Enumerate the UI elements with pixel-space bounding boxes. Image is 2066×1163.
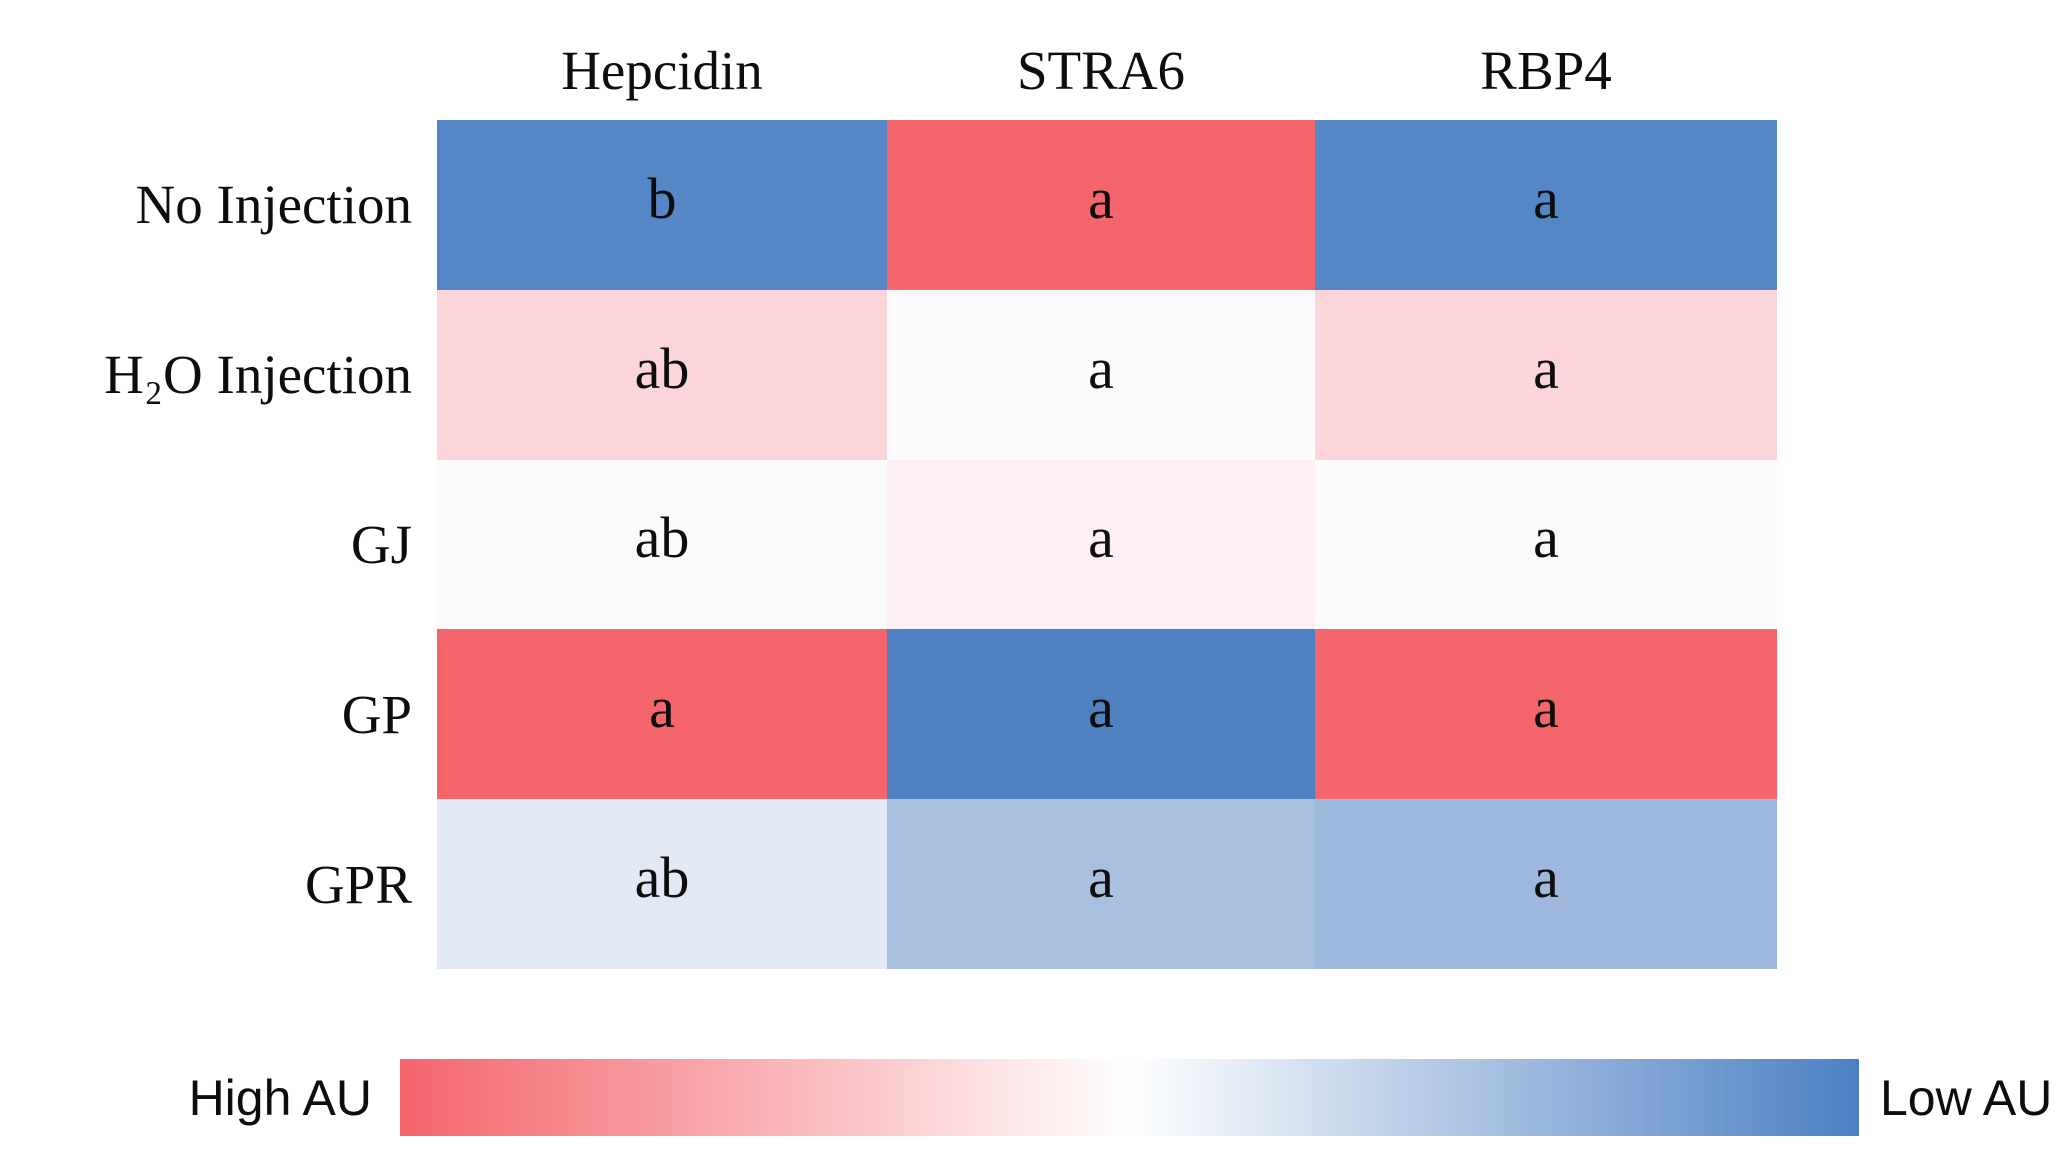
row-label-no-injection: No Injection [135,174,412,236]
significance-letter: a [1088,505,1114,571]
significance-letter: a [649,675,675,741]
heatmap-cell: a [887,289,1315,460]
significance-letter: a [1088,165,1114,231]
row-label-gpr: GPR [305,853,412,915]
heatmap-cell: b [437,120,887,290]
significance-letter: a [1533,675,1559,741]
heatmap-table: Hepcidin STRA6 RBP4 No Injection b a a H… [0,0,1777,969]
heatmap-cell: a [437,629,887,800]
heatmap-cell: a [1315,120,1777,290]
column-header-stra6: STRA6 [1016,40,1186,101]
legend-gradient-bar [400,1059,1859,1136]
significance-letter: ab [634,335,690,401]
significance-letter: a [1533,845,1559,911]
heatmap-cell: ab [437,799,887,969]
table-corner-spacer [0,0,437,120]
significance-letter: a [1088,335,1114,401]
significance-letter: a [1533,505,1559,571]
heatmap-cell: a [1315,289,1777,460]
row-label-h2o-injection: H₂O Injection [104,344,412,406]
legend-low-label: Low AU [1880,1069,2053,1126]
significance-letter: ab [634,845,690,911]
row-label-gp: GP [341,683,412,745]
significance-letter: a [1088,845,1114,911]
significance-letter: ab [634,505,690,571]
legend-high-label: High AU [188,1069,372,1126]
heatmap-cell: a [1315,459,1777,630]
heatmap-cell: a [887,799,1315,969]
heatmap-cell: a [1315,799,1777,969]
significance-letter: b [647,165,677,231]
column-header-rbp4: RBP4 [1480,40,1612,101]
heatmap-cell: a [1315,629,1777,800]
heatmap-cell: a [887,120,1315,290]
row-label-gj: GJ [350,513,412,575]
column-header-hepcidin: Hepcidin [561,40,763,101]
heatmap-cell: a [887,459,1315,630]
significance-letter: a [1533,165,1559,231]
heatmap-cell: a [887,629,1315,800]
significance-letter: a [1088,675,1114,741]
heatmap-cell: ab [437,289,887,460]
significance-letter: a [1533,335,1559,401]
heatmap-cell: ab [437,459,887,630]
